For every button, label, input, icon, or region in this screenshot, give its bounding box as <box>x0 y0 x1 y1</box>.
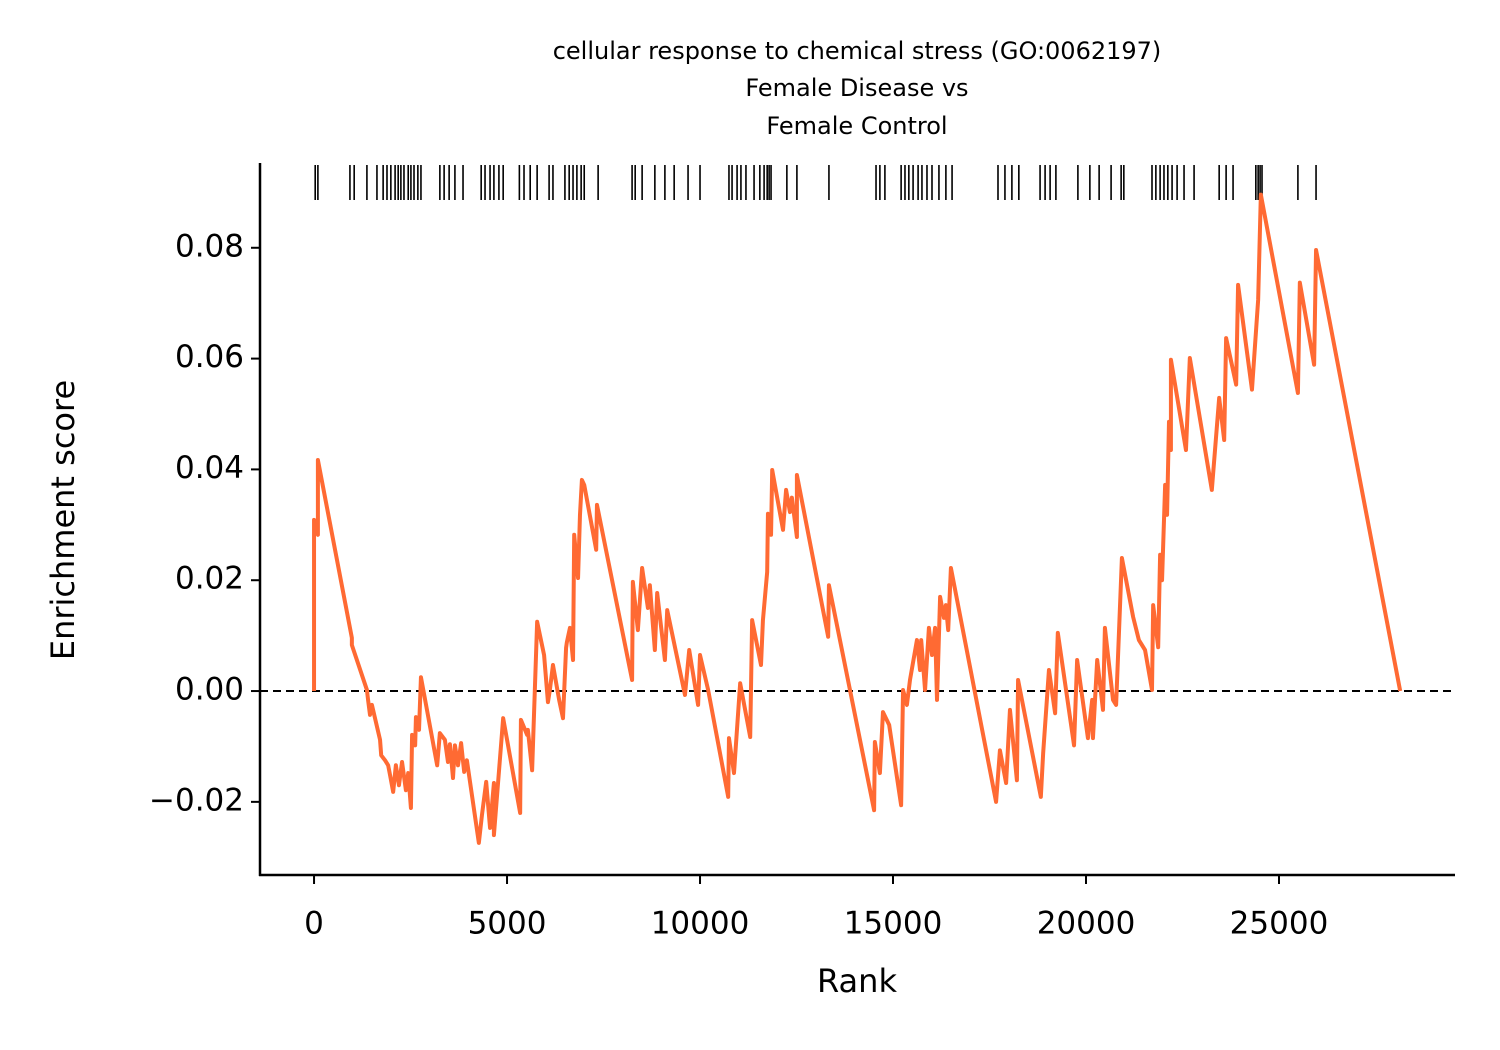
y-tick-label: 0.00 <box>175 672 244 708</box>
x-tick-label: 15000 <box>844 906 943 942</box>
chart-title: Female Control <box>766 112 947 140</box>
x-tick-label: 0 <box>304 906 324 942</box>
y-tick-label: 0.02 <box>175 561 244 597</box>
chart-title: Female Disease vs <box>745 74 968 102</box>
y-tick-label: −0.02 <box>149 782 244 818</box>
y-tick-label: 0.04 <box>175 450 244 486</box>
y-tick-label: 0.08 <box>175 228 244 264</box>
x-axis-label: Rank <box>817 962 897 1000</box>
y-axis-label: Enrichment score <box>44 380 82 660</box>
x-tick-label: 10000 <box>651 906 750 942</box>
es-line <box>312 192 1403 845</box>
x-tick-label: 25000 <box>1230 906 1329 942</box>
y-tick-label: 0.06 <box>175 339 244 375</box>
x-tick-label: 5000 <box>468 906 547 942</box>
x-tick-label: 20000 <box>1037 906 1136 942</box>
chart-title: cellular response to chemical stress (GO… <box>553 37 1162 65</box>
